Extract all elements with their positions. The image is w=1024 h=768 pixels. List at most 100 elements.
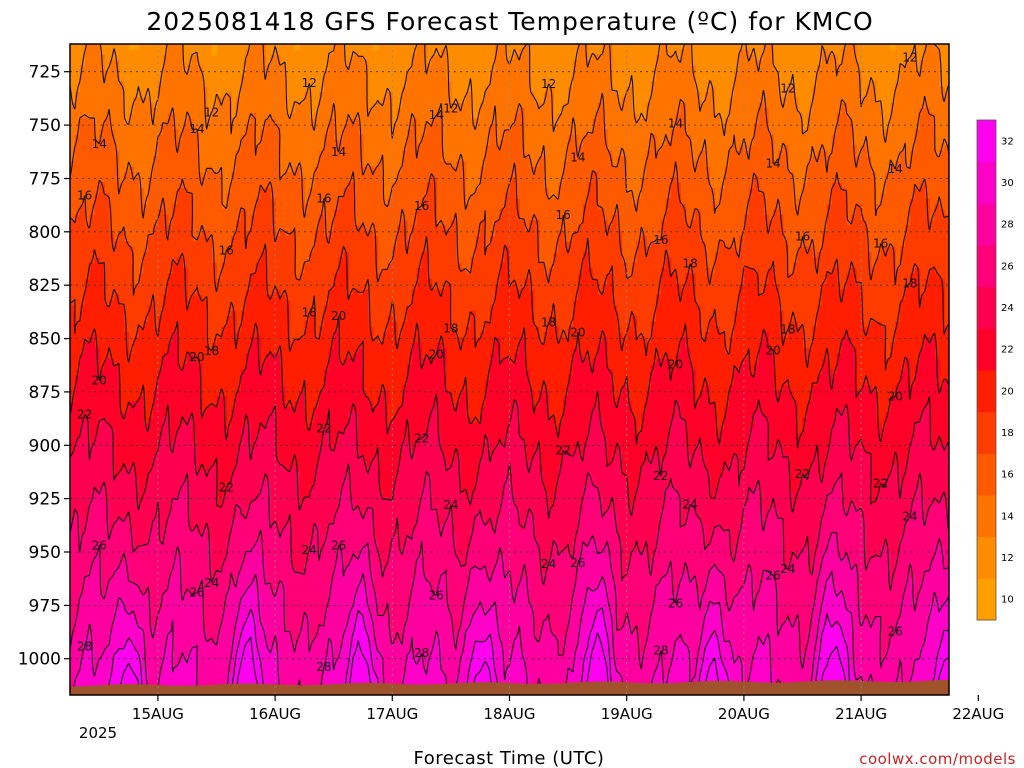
x-axis-label: Forecast Time (UTC) [414,748,605,768]
temperature-band [70,246,949,435]
contour-label: 26 [570,556,585,570]
contour-label: 24 [683,497,698,511]
x-tick-label: 18AUG [484,705,536,723]
colorbar-label: 20 [1001,386,1014,397]
x-axis-year: 2025 [79,724,117,742]
colorbar-swatch [977,161,996,204]
contour-label: 20 [888,389,903,403]
contour-line-26 [70,529,949,670]
y-tick-label: 875 [29,383,61,403]
contour-label: 12 [902,50,917,64]
contour-label: 26 [668,596,683,610]
contour-label: 14 [766,156,781,170]
colorbar-label: 10 [1001,595,1014,606]
y-tick-label: 775 [29,170,61,190]
contour-label: 12 [541,77,556,91]
y-axis: 725 750 775 800 825 850 875 900 925 950 975 1000 [18,63,70,670]
contour-line-14 [70,89,949,219]
contour-label: 22 [414,431,429,445]
contour-label: 18 [443,321,458,335]
contour-label: 12 [443,101,458,115]
contour-label: 20 [331,309,346,323]
colorbar-swatch [977,453,996,496]
contour-label: 26 [766,569,781,583]
contour-label: 26 [92,538,107,552]
colorbar-swatch [977,203,996,246]
contour-label: 20 [92,374,107,388]
contour-label: 16 [414,199,429,213]
contour-label: 16 [77,189,92,203]
contour-label: 16 [653,233,668,247]
contour-label: 22 [653,469,668,483]
colorbar-label: 14 [1001,511,1014,522]
y-tick-label: 975 [29,596,61,616]
credit-text: coolwx.com/models [859,750,1016,768]
contour-label: 22 [316,422,331,436]
colorbar-swatch [977,495,996,538]
contour-line-20 [70,316,949,449]
contour-label: 28 [316,660,331,674]
contour-label: 26 [189,586,204,600]
contour-label: 18 [902,277,917,291]
contour-label: 14 [570,150,585,164]
colorbar-swatch [977,120,996,163]
y-tick-label: 725 [29,63,61,83]
contour-label: 28 [653,643,668,657]
contour-label: 14 [668,116,683,130]
contour-label: 20 [766,343,781,357]
colorbar-label: 26 [1001,261,1014,272]
contour-label: 20 [189,350,204,364]
y-tick-label: 800 [29,223,61,243]
contour-label: 16 [873,237,888,251]
contour-label: 12 [780,81,795,95]
y-tick-label: 850 [29,330,61,350]
colorbar-swatch [977,286,996,329]
contour-label: 16 [219,243,234,257]
colorbar-swatch [977,328,996,371]
x-tick-label: 19AUG [601,705,653,723]
y-tick-label: 950 [29,543,61,563]
chart-title: 2025081418 GFS Forecast Temperature (ºC)… [146,7,873,36]
contour-label: 18 [204,344,219,358]
contour-label: 22 [795,467,810,481]
contour-label: 28 [77,640,92,654]
contour-label: 14 [429,108,444,122]
contour-lines [70,44,949,695]
contour-line-22 [70,391,949,519]
colorbar-label: 12 [1001,553,1014,564]
contour-label: 14 [888,162,903,176]
contour-label: 22 [556,444,571,458]
contour-label: 18 [541,316,556,330]
gridlines [70,44,949,695]
colorbar-label: 28 [1001,220,1014,231]
contour-label: 24 [780,562,795,576]
y-tick-label: 1000 [18,650,61,670]
contour-label: 12 [302,76,317,90]
colorbar-label: 30 [1001,178,1014,189]
contour-label: 24 [302,543,317,557]
contour-label: 24 [443,498,458,512]
contour-label: 18 [780,323,795,337]
contour-label: 22 [77,408,92,422]
contour-label: 26 [331,538,346,552]
colorbar-swatch [977,578,996,621]
y-tick-label: 825 [29,276,61,296]
contour-line-18 [70,236,949,371]
x-tick-label: 16AUG [249,705,301,723]
contour-label: 26 [888,624,903,638]
colorbar-label: 22 [1001,345,1014,356]
contour-label: 24 [541,557,556,571]
colorbar-swatch [977,370,996,413]
contour-label: 26 [429,588,444,602]
contour-label: 14 [189,122,204,136]
contour-label: 16 [316,191,331,205]
colorbar-label: 16 [1001,470,1014,481]
colorbar-swatch [977,536,996,579]
colorbar-swatch [977,411,996,454]
contour-label: 24 [902,510,917,524]
temperature-band [70,44,949,130]
contour-label: 20 [570,325,585,339]
contour-label: 22 [873,476,888,490]
y-tick-label: 900 [29,436,61,456]
